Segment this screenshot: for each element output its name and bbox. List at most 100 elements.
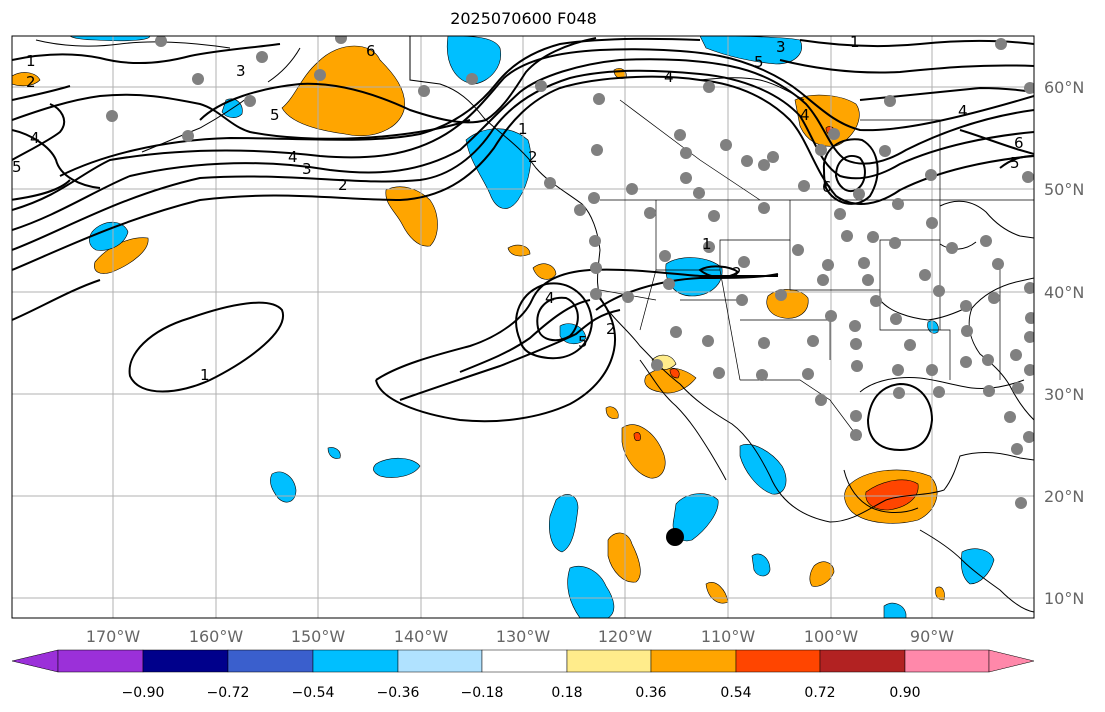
colorbar-tick-label: 0.36: [635, 685, 666, 701]
contour-label: 2: [732, 264, 742, 282]
positive-anomaly-area: [766, 289, 809, 319]
colorbar-tick-label: −0.36: [377, 685, 420, 701]
contour-label: 5: [578, 333, 588, 351]
negative-anomaly-area: [567, 566, 615, 618]
lat-lon-grid: [12, 36, 1034, 618]
negative-anomaly-area: [927, 320, 939, 334]
longitude-axis-labels: 170°W 160°W 150°W 140°W 130°W 120°W 110°…: [86, 627, 954, 646]
negative-anomaly-area: [373, 457, 421, 478]
lon-label: 140°W: [394, 627, 449, 646]
colorbar-tick-label: −0.90: [122, 685, 165, 701]
political-borders: [409, 36, 1034, 441]
colorbar-segment: [650, 649, 737, 673]
latitude-axis-labels: 60°N 50°N 40°N 30°N 20°N 10°N: [1044, 78, 1084, 608]
storm-center-marker: [666, 528, 684, 546]
lat-label: 40°N: [1044, 283, 1084, 302]
colorbar-segment: [481, 649, 568, 673]
negative-anomaly-area: [549, 494, 579, 553]
lon-label: 160°W: [189, 627, 244, 646]
positive-anomaly-area: [12, 72, 41, 87]
lon-label: 110°W: [701, 627, 756, 646]
lon-label: 130°W: [496, 627, 551, 646]
contour-label: 1: [200, 366, 210, 384]
contour-label: 4: [958, 102, 968, 120]
contour-label: 3: [776, 38, 786, 56]
positive-anomaly-area: [385, 186, 438, 247]
lat-label: 20°N: [1044, 487, 1084, 506]
colorbar-tick-label: 0.18: [551, 685, 582, 701]
colorbar-extend-high: [988, 649, 1035, 673]
contour-label: 5: [1010, 154, 1020, 172]
negative-anomaly-area: [270, 471, 297, 503]
contour-label: 4: [545, 289, 555, 307]
positive-anomaly-area: [281, 45, 405, 136]
strong-positive-area: [669, 368, 680, 379]
lat-label: 30°N: [1044, 385, 1084, 404]
colorbar-segment: [904, 649, 990, 673]
colorbar-segment: [312, 649, 399, 673]
colorbar-tick-label: 0.72: [804, 685, 835, 701]
contour-label: 5: [754, 53, 764, 71]
negative-anomaly-area: [883, 602, 907, 618]
lat-label: 10°N: [1044, 589, 1084, 608]
contour-label: 1: [702, 235, 712, 253]
lon-label: 90°W: [910, 627, 954, 646]
lat-label: 50°N: [1044, 180, 1084, 199]
colorbar-segment: [142, 649, 229, 673]
colorbar-tick-label: 0.90: [889, 685, 920, 701]
negative-anomaly-area: [960, 548, 995, 585]
positive-anomaly-area: [621, 424, 666, 479]
positive-anomaly-area: [507, 244, 531, 257]
strong-positive-area: [633, 432, 641, 442]
negative-anomaly-area: [446, 36, 501, 85]
lon-label: 170°W: [86, 627, 141, 646]
contour-label: 3: [236, 62, 246, 80]
contour-label: 4: [664, 68, 674, 86]
contour-label: 6: [366, 42, 376, 60]
map-title: 2025070600 F048: [450, 9, 597, 28]
positive-anomaly-area: [935, 586, 945, 601]
positive-anomaly-area: [605, 406, 619, 419]
contour-label: 5: [12, 158, 22, 176]
contour-label: 6: [822, 178, 832, 196]
colorbar-segment: [735, 649, 821, 673]
colorbar-tick-label: −0.54: [292, 685, 335, 701]
shaded-fields: [12, 36, 995, 618]
colorbar-segment: [566, 649, 652, 673]
colorbar-extend-low: [11, 649, 59, 673]
station-markers: [106, 36, 1034, 509]
contour-label: 6: [1014, 134, 1024, 152]
contour-label: 5: [270, 106, 280, 124]
strong-positive-area: [865, 479, 919, 511]
contour-label: 1: [518, 120, 528, 138]
contour-label: 1: [850, 33, 860, 51]
negative-anomaly-area: [327, 447, 341, 459]
negative-anomaly-area: [739, 444, 787, 495]
map-frame: [11, 35, 1035, 619]
contour-label: 4: [288, 148, 298, 166]
colorbar-segment: [397, 649, 483, 673]
contour-label: 3: [302, 160, 312, 178]
contour-label: 2: [26, 73, 36, 91]
contour-label: 4: [800, 106, 810, 124]
colorbar-tick-label: −0.18: [461, 685, 504, 701]
contour-label: 1: [26, 52, 36, 70]
lat-label: 60°N: [1044, 78, 1084, 97]
colorbar-tick-labels: −0.90 −0.72 −0.54 −0.36 −0.18 0.18 0.36 …: [122, 685, 921, 701]
colorbar-tick-label: −0.72: [207, 685, 250, 701]
coastlines: [35, 36, 1034, 613]
contour-labels: 1 2 3 4 5 6 4 3 2 1 2 4 5 1 6 4 5 6 4 1 …: [12, 33, 1024, 384]
negative-anomaly-area: [751, 553, 771, 577]
contour-label: 4: [30, 129, 40, 147]
contour-label: 2: [606, 320, 616, 338]
colorbar-segment: [57, 649, 144, 673]
lon-label: 150°W: [291, 627, 346, 646]
lon-label: 120°W: [598, 627, 653, 646]
negative-anomaly-area: [69, 36, 151, 42]
positive-anomaly-area: [532, 263, 557, 280]
contour-label: 2: [528, 148, 538, 166]
positive-anomaly-area: [809, 561, 835, 587]
contour-lines: [12, 37, 1034, 452]
contour-label: 2: [338, 176, 348, 194]
